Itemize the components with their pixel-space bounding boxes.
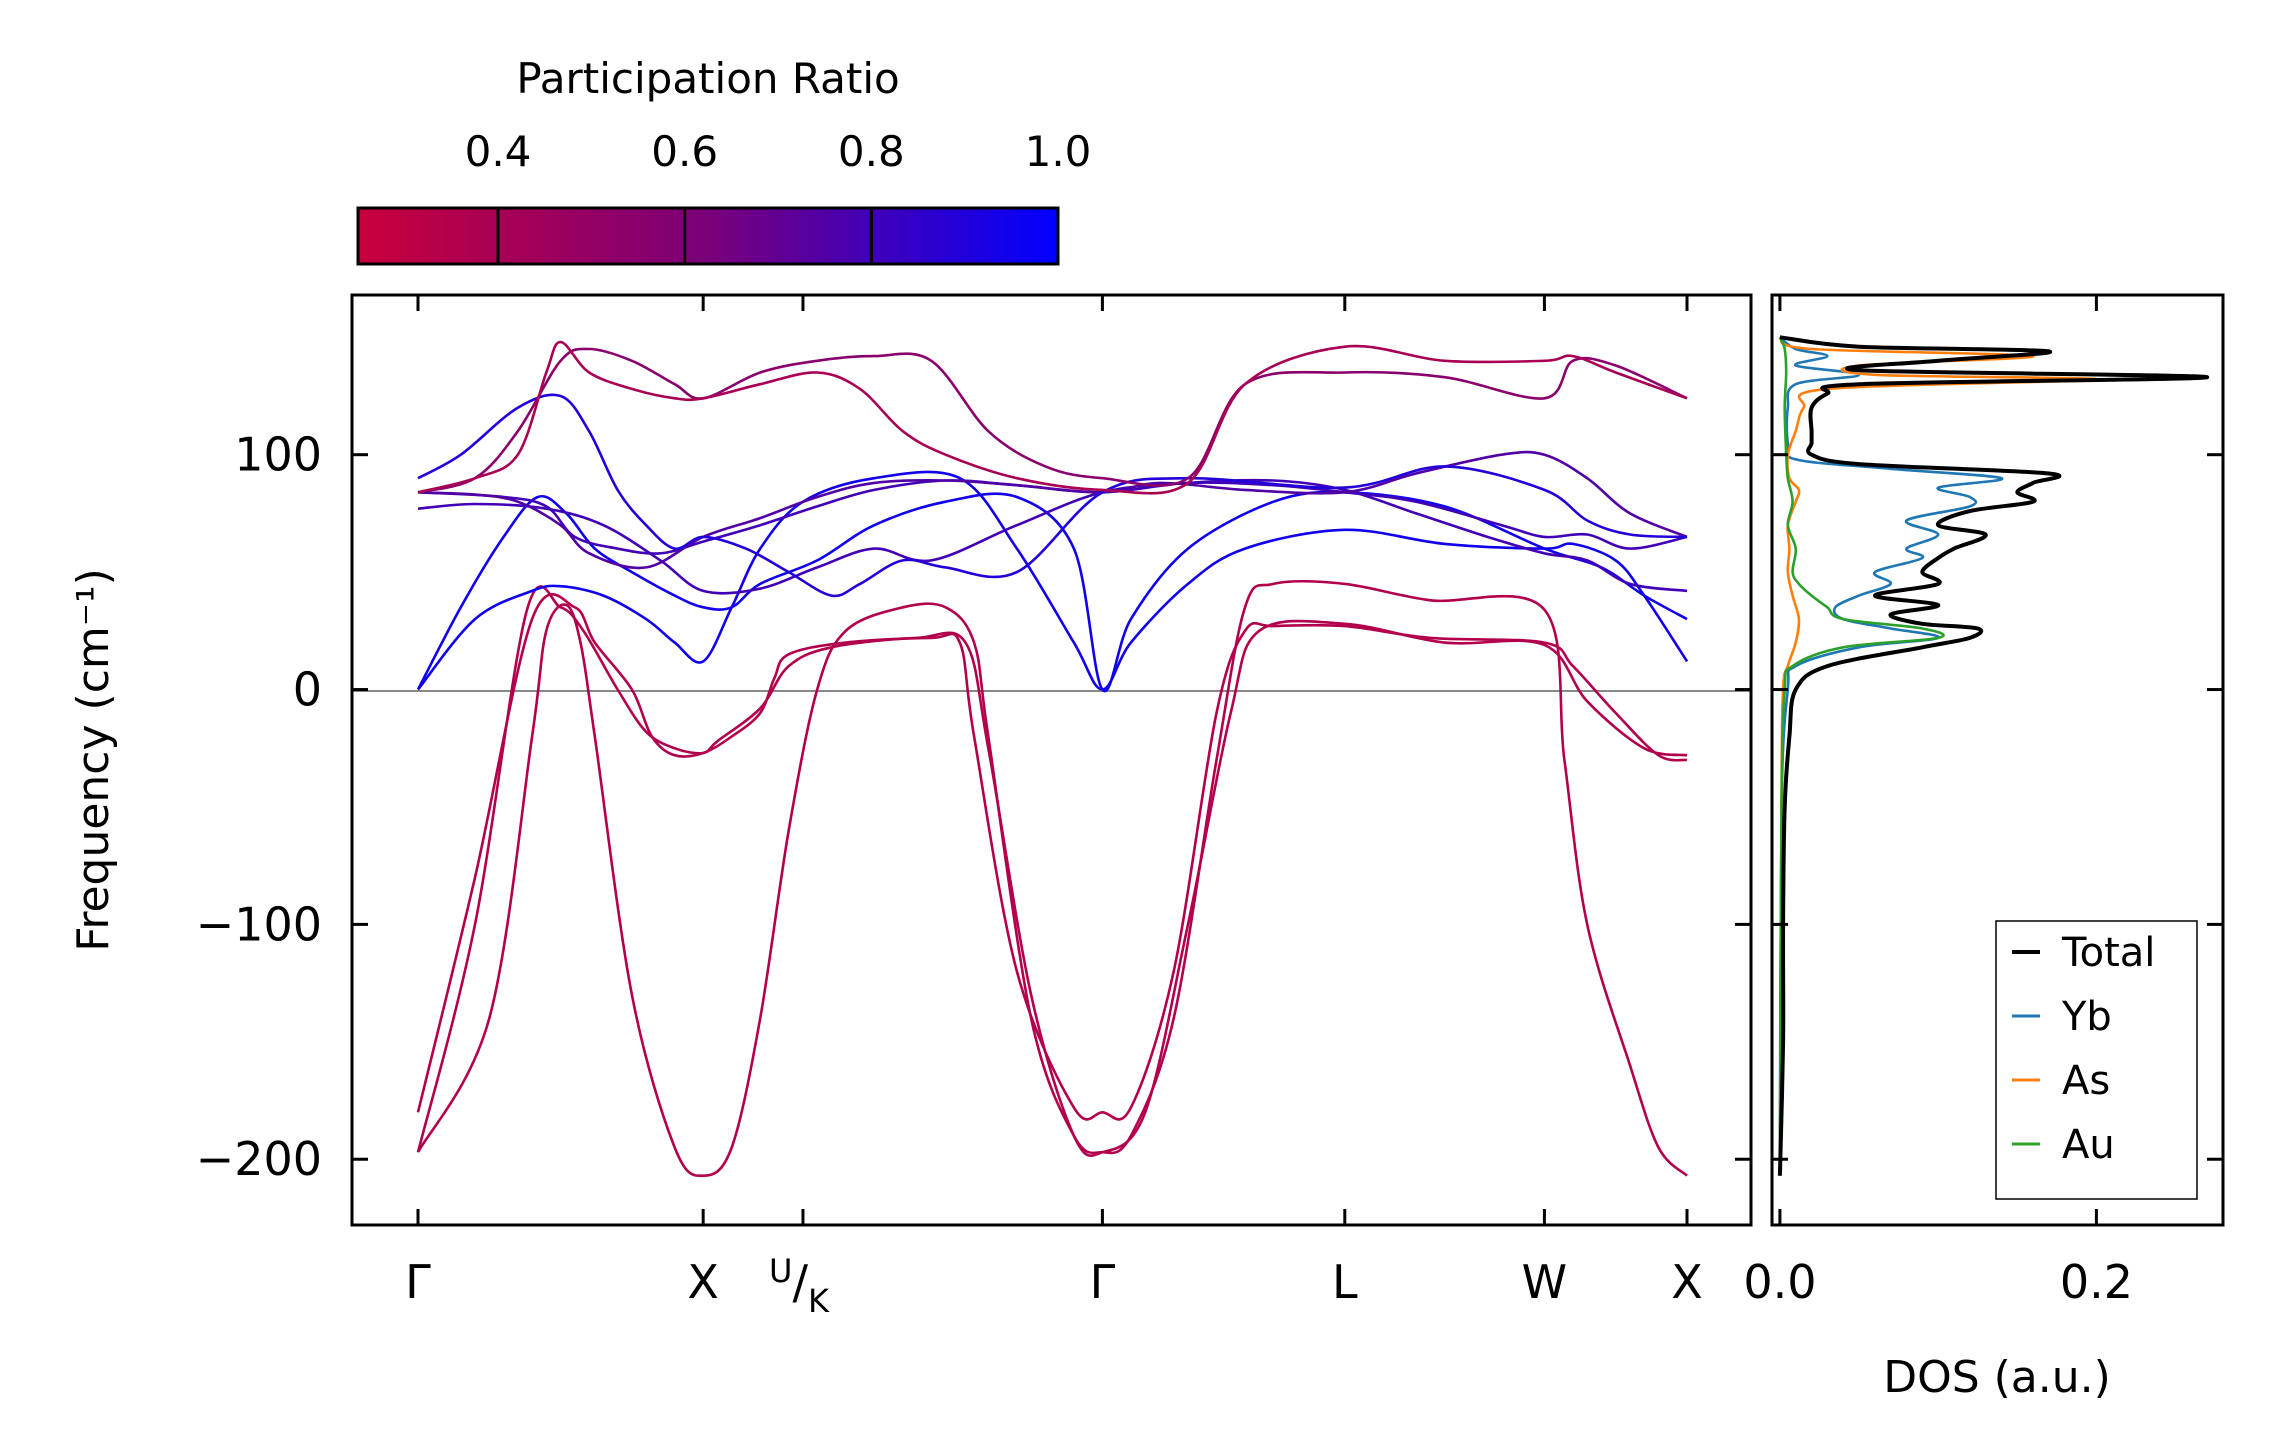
band-x-tick-label: U/K <box>769 1252 830 1320</box>
colorbar-ticks <box>496 208 873 264</box>
colorbar <box>356 206 1060 266</box>
phonon-branch <box>416 490 1688 693</box>
legend-items: Total Yb As Au <box>2012 930 2155 1168</box>
band-x-tick-label: Γ <box>405 1255 431 1309</box>
dos-x-tick-label: 0.0 <box>1743 1255 1816 1309</box>
dos-x-axis-label: DOS (a.u.) <box>1883 1352 2111 1403</box>
dos-curves <box>1777 335 2210 1176</box>
band-x-tick-label: Γ <box>1090 1255 1116 1309</box>
colorbar-tick-label: 0.4 <box>465 127 532 176</box>
phonon-branch <box>416 585 1688 1157</box>
legend-label: Au <box>2062 1122 2115 1168</box>
dos-ticks: 0.0 0.2 <box>1743 295 2223 1309</box>
phonon-branch <box>416 470 1689 691</box>
legend-label: Total <box>2061 930 2155 976</box>
colorbar-tick-label: 1.0 <box>1025 127 1092 176</box>
band-y-tick-label: 0 <box>293 663 322 717</box>
phonon-branch <box>416 593 1688 1121</box>
legend-label: As <box>2062 1058 2110 1104</box>
legend-label: Yb <box>2061 994 2112 1040</box>
colorbar-tick-labels: 0.4 0.6 0.8 1.0 <box>465 127 1092 176</box>
band-y-axis-label: Frequency (cm⁻¹) <box>68 568 119 952</box>
band-y-tick-label: −200 <box>196 1132 322 1186</box>
band-x-tick-label: X <box>1671 1255 1703 1309</box>
dos-plot-frame <box>1770 293 2225 1227</box>
dos-x-tick-label: 0.2 <box>2060 1255 2133 1309</box>
dos-series-au <box>1778 336 1945 1176</box>
legend: Total Yb As Au <box>1995 920 2198 1200</box>
dos-series-yb <box>1778 336 2003 1176</box>
phonon-branch <box>417 478 1688 595</box>
colorbar-tick-label: 0.6 <box>651 127 718 176</box>
phonon-branch <box>416 580 1688 1178</box>
phonon-bands <box>416 340 1689 1178</box>
band-plot-frame <box>350 293 1753 1227</box>
phonon-branch <box>417 450 1688 570</box>
band-x-ticks: Γ X U/K Γ L W X <box>405 295 1703 1320</box>
band-x-tick-label: X <box>687 1255 719 1309</box>
band-y-ticks: −200 −100 0 100 <box>196 428 1751 1186</box>
colorbar-tick-label: 0.8 <box>838 127 905 176</box>
legend-box <box>1995 920 2198 1200</box>
band-y-tick-label: 100 <box>234 428 322 482</box>
colorbar-title: Participation Ratio <box>516 54 899 103</box>
band-y-tick-label: −100 <box>196 897 322 951</box>
band-x-tick-label: L <box>1332 1255 1358 1309</box>
dos-series-total <box>1777 335 2210 1176</box>
phonon-branch <box>417 393 1688 598</box>
band-x-tick-label: W <box>1522 1255 1567 1309</box>
phonon-branch <box>417 340 1688 495</box>
phonon-branch <box>417 347 1688 494</box>
